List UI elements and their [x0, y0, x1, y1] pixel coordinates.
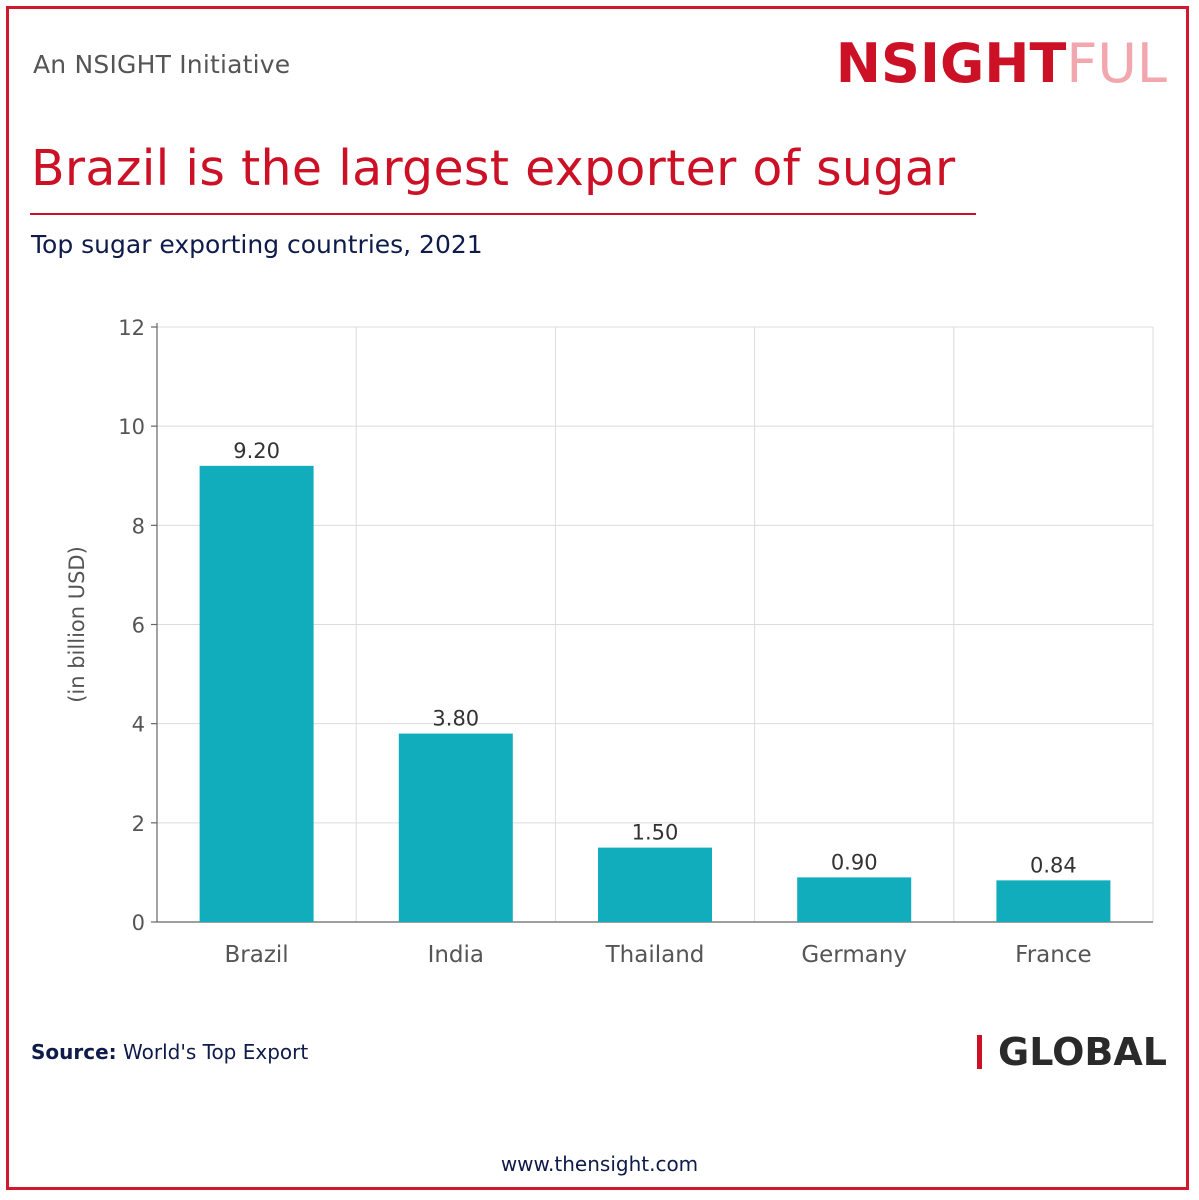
page-title: Brazil is the largest exporter of sugar	[31, 140, 956, 197]
bar-brazil	[199, 465, 314, 922]
chart-subtitle: Top sugar exporting countries, 2021	[31, 230, 483, 259]
x-tick-label: India	[428, 942, 484, 968]
bar-thailand	[598, 847, 712, 922]
y-tick-label: 12	[118, 316, 145, 340]
card-border	[6, 6, 1189, 1190]
bar-france	[996, 880, 1111, 922]
logo-main-text: NSIGHT	[835, 32, 1067, 95]
y-tick-label: 0	[132, 911, 145, 935]
bar-chart: 0 2 4 6 8 10 12 9.20 Brazil 3.80 India 1.50 Thailand…	[65, 316, 1154, 968]
global-badge: GLOBAL	[977, 1030, 1167, 1074]
y-tick-label: 8	[132, 514, 145, 538]
data-label: 0.84	[1030, 853, 1077, 877]
source-note: Source: World's Top Export	[31, 1040, 308, 1064]
source-text: World's Top Export	[123, 1040, 309, 1064]
bar-india	[398, 733, 513, 922]
y-tick-label: 10	[118, 415, 145, 439]
badge-accent-bar	[977, 1035, 983, 1069]
x-tick-label: Thailand	[605, 942, 705, 968]
x-tick-label: France	[1015, 942, 1091, 968]
y-tick-label: 2	[132, 812, 145, 836]
x-tick-label: Germany	[801, 942, 907, 968]
y-tick-label: 4	[132, 713, 145, 737]
y-tick-label: 6	[132, 614, 145, 638]
data-label: 1.50	[632, 821, 679, 845]
title-underline	[30, 213, 976, 215]
x-tick-label: Brazil	[225, 942, 289, 968]
data-label: 0.90	[831, 850, 878, 874]
website-url[interactable]: www.thensight.com	[500, 1152, 699, 1176]
source-label: Source:	[31, 1040, 117, 1064]
logo-tail-text: FUL	[1066, 32, 1167, 95]
initiative-label: An NSIGHT Initiative	[33, 50, 291, 79]
y-axis-title: (in billion USD)	[65, 546, 89, 703]
badge-text: GLOBAL	[998, 1030, 1167, 1074]
data-label: 3.80	[432, 707, 479, 731]
bar-germany	[797, 877, 912, 922]
data-label: 9.20	[233, 439, 280, 463]
nsightful-logo: NSIGHTFUL	[836, 34, 1167, 94]
